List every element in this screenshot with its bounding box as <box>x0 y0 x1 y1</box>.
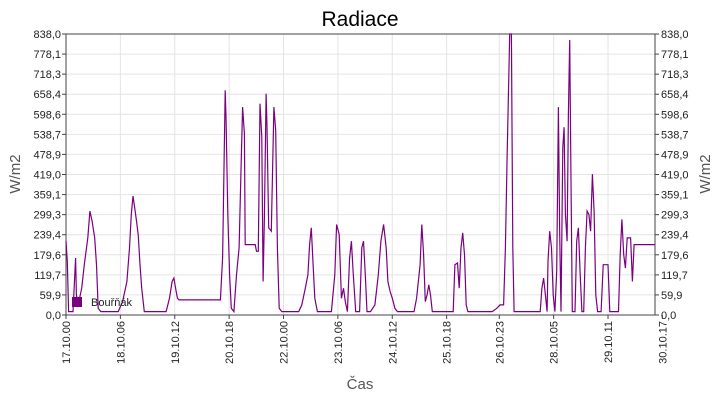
ytick-label-left: 359,1 <box>33 190 61 202</box>
xtick-label: 30.10.17 <box>657 321 669 364</box>
ytick-label-right: 359,1 <box>661 190 689 202</box>
ytick-label-left: 538,7 <box>33 129 61 141</box>
series-line-bourňák <box>65 33 655 314</box>
ytick-label-left: 299,3 <box>33 210 61 222</box>
ytick-label-right: 658,4 <box>661 89 689 101</box>
xtick-label: 19.10.12 <box>170 321 182 364</box>
y-axis-right: 0,0 59,9 119,7 179,6 239,4 299,3 359,1 419,0 478… <box>655 29 689 322</box>
ytick-label-right: 119,7 <box>661 270 688 282</box>
legend-label: Bouřňák <box>91 297 132 309</box>
xtick-label: 24.10.12 <box>387 321 399 364</box>
xtick-label: 26.10.23 <box>494 321 506 364</box>
xtick-label: 17.10.00 <box>61 321 73 364</box>
xtick-label: 22.10.00 <box>279 321 291 364</box>
ytick-label-left: 239,4 <box>33 230 61 242</box>
ytick-label-left: 658,4 <box>33 89 61 101</box>
ytick-label-right: 419,0 <box>661 170 689 182</box>
ytick-label-right: 59,9 <box>661 290 682 302</box>
ytick-label-right: 478,9 <box>661 149 689 161</box>
ytick-label-right: 838,0 <box>661 29 689 41</box>
y-axis-title-left: W/m2 <box>7 154 24 193</box>
xtick-label: 29.10.11 <box>603 321 615 363</box>
ytick-label-right: 0,0 <box>661 310 676 322</box>
ytick-label-right: 598,6 <box>661 109 689 121</box>
ytick-label-right: 239,4 <box>661 230 689 242</box>
y-axis-title-right: W/m2 <box>697 154 714 193</box>
ytick-label-right: 538,7 <box>661 129 689 141</box>
ytick-label-right: 179,6 <box>661 250 689 262</box>
ytick-label-right: 778,1 <box>661 49 689 61</box>
xtick-label: 18.10.06 <box>115 321 127 364</box>
ytick-label-left: 778,1 <box>33 49 61 61</box>
chart-title: Radiace <box>321 8 398 31</box>
x-axis: 17.10.00 18.10.06 19.10.12 20.10.18 22.10.00… <box>61 315 669 364</box>
xtick-label: 20.10.18 <box>224 321 236 364</box>
legend-swatch <box>72 297 82 307</box>
ytick-label-left: 718,3 <box>33 69 61 81</box>
series-layer <box>65 33 655 314</box>
ytick-label-right: 299,3 <box>661 210 689 222</box>
ytick-label-left: 0,0 <box>46 310 61 322</box>
ytick-label-left: 838,0 <box>33 29 61 41</box>
legend: Bouřňák <box>72 297 132 309</box>
xtick-label: 28.10.05 <box>549 321 561 364</box>
ytick-label-left: 179,6 <box>33 250 61 262</box>
xtick-label: 23.10.06 <box>333 321 345 364</box>
xtick-label: 25.10.18 <box>442 321 454 364</box>
x-axis-title: Čas <box>347 376 374 393</box>
ytick-label-left: 119,7 <box>34 270 61 282</box>
ytick-label-left: 59,9 <box>40 290 61 302</box>
ytick-label-right: 718,3 <box>661 69 689 81</box>
ytick-label-left: 478,9 <box>33 149 61 161</box>
y-axis-left: 0,0 59,9 119,7 179,6 239,4 299,3 359,1 419,0 478… <box>33 29 66 322</box>
ytick-label-left: 598,6 <box>33 109 61 121</box>
ytick-label-left: 419,0 <box>33 170 61 182</box>
